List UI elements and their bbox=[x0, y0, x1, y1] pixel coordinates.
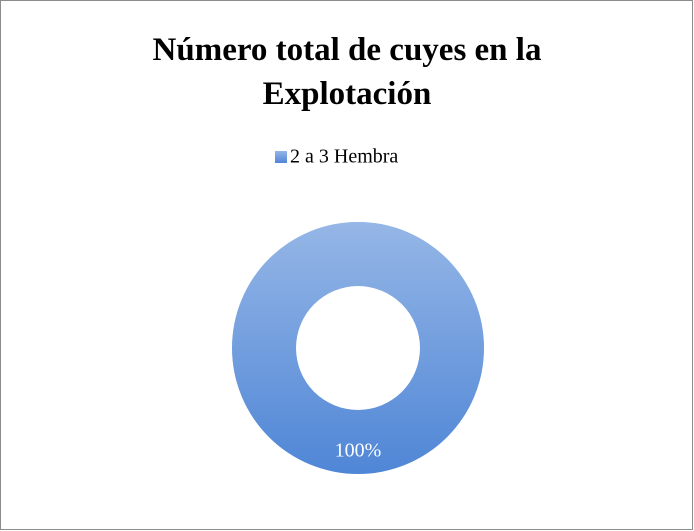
legend-label: 2 a 3 Hembra bbox=[290, 146, 398, 168]
chart-title: Número total de cuyes en la Explotación bbox=[152, 32, 542, 112]
legend-swatch-shade bbox=[275, 151, 287, 163]
data-label: 100% bbox=[335, 440, 382, 462]
donut-segment-shade bbox=[232, 222, 484, 474]
